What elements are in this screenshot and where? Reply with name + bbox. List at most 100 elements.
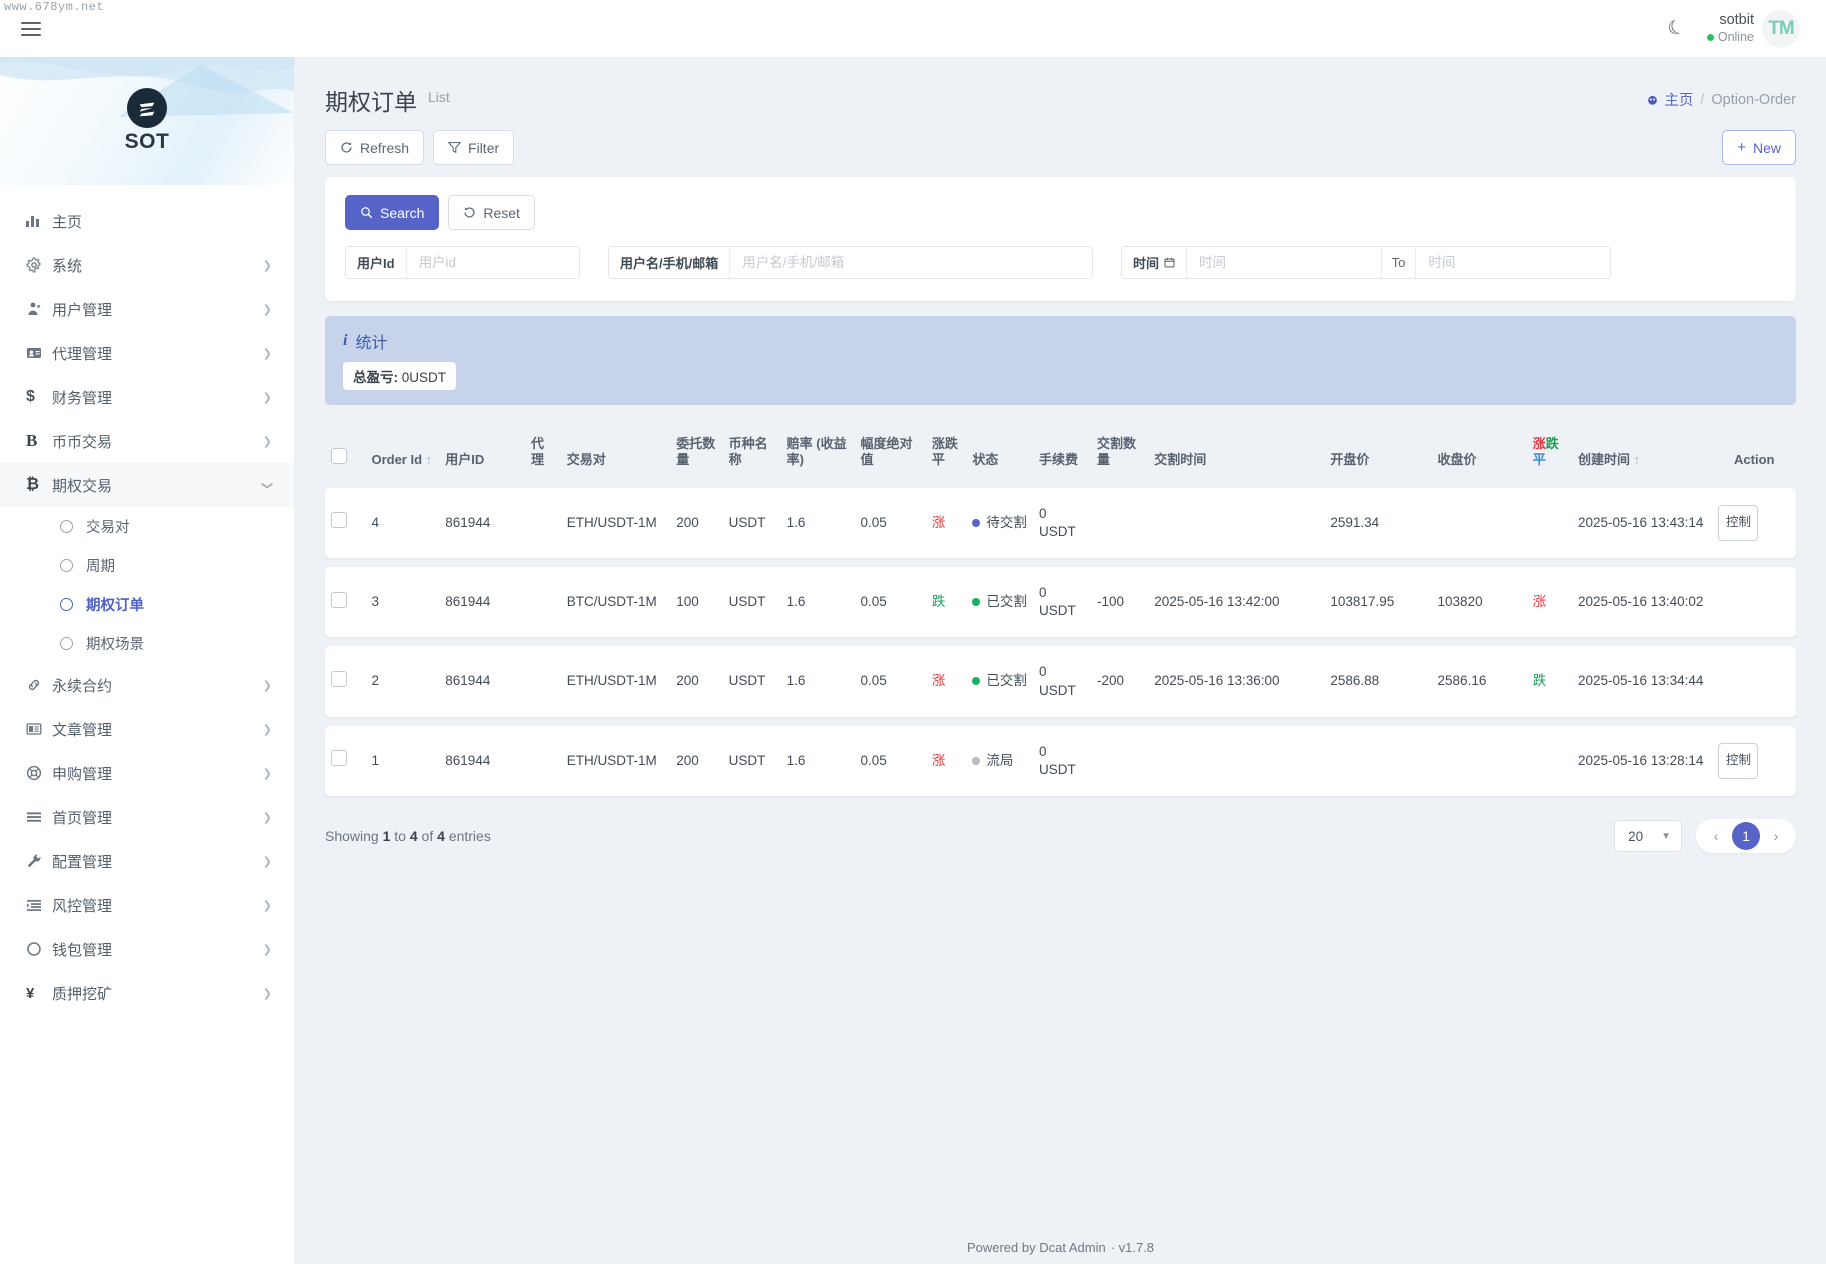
table-header-row: Order Id ↑ 用户ID 代理 交易对 委托数量 币种名称 赔率 (收益率… <box>325 436 1796 479</box>
sidebar-subitem-交易对[interactable]: 交易对 <box>0 507 294 546</box>
sidebar-item-系统[interactable]: 系统 ❯ <box>0 243 294 287</box>
menu-toggle-icon[interactable] <box>14 12 48 46</box>
th-select-all <box>325 436 365 479</box>
id-card-icon <box>26 345 52 361</box>
funnel-icon <box>448 142 462 154</box>
sidebar-item-质押挖矿[interactable]: ¥ 质押挖矿 ❯ <box>0 971 294 1015</box>
sidebar-item-label: 永续合约 <box>52 677 113 695</box>
time-to-input[interactable] <box>1416 247 1610 278</box>
circle-icon <box>26 941 52 957</box>
chevron-right-icon: ❯ <box>262 347 272 360</box>
sidebar-item-配置管理[interactable]: 配置管理 ❯ <box>0 839 294 883</box>
reset-button[interactable]: Reset <box>448 195 535 230</box>
sidebar-item-label: 主页 <box>52 213 83 231</box>
row-checkbox[interactable] <box>331 750 347 767</box>
cell-pair: ETH/USDT-1M <box>560 725 671 797</box>
userid-label: 用户Id <box>346 247 407 278</box>
sidebar-subitem-期权场景[interactable]: 期权场景 <box>0 624 294 663</box>
control-button[interactable]: 控制 <box>1718 743 1759 780</box>
per-page-select[interactable]: 20 ▼ <box>1614 820 1682 853</box>
sidebar-subitem-周期[interactable]: 周期 <box>0 546 294 585</box>
cell-open-price: 2591.34 <box>1324 487 1432 558</box>
status-dot-icon <box>972 677 981 686</box>
sidebar-item-财务管理[interactable]: $ 财务管理 ❯ <box>0 375 294 419</box>
refresh-icon <box>341 142 352 153</box>
refresh-button[interactable]: Refresh <box>325 130 425 165</box>
th-agent: 代理 <box>531 436 545 468</box>
th-order-id-label: Order Id <box>371 452 423 468</box>
cell-fee: 0 USDT <box>1033 487 1092 558</box>
select-all-checkbox[interactable] <box>331 448 347 465</box>
table-row[interactable]: 1 861944 ETH/USDT-1M 200 USDT 1.6 0.05 涨 流局 0 USD… <box>325 725 1796 797</box>
row-checkbox[interactable] <box>331 591 347 608</box>
filter-button[interactable]: Filter <box>433 130 515 165</box>
user-group-icon <box>26 301 52 317</box>
prev-page-button[interactable]: ‹ <box>1713 828 1719 844</box>
time-from-input[interactable] <box>1187 247 1381 278</box>
cell-settle-amount: -100 <box>1091 566 1149 638</box>
orders-table-wrapper: Order Id ↑ 用户ID 代理 交易对 委托数量 币种名称 赔率 (收益率… <box>325 427 1796 805</box>
sidebar-item-代理管理[interactable]: 代理管理 ❯ <box>0 331 294 375</box>
cell-amount: 100 <box>670 566 723 638</box>
th-create-time[interactable]: 创建时间 ↑ <box>1572 436 1712 479</box>
table-row[interactable]: 3 861944 BTC/USDT-1M 100 USDT 1.6 0.05 跌 已交割 0 US… <box>325 566 1796 638</box>
cell-abs-range: 0.05 <box>854 725 926 797</box>
table-footer: Showing 1 to 4 of 4 entries 20 ▼ ‹ 1 › <box>325 819 1796 854</box>
direction-badge: 跌 <box>931 594 946 610</box>
row-checkbox[interactable] <box>331 512 347 529</box>
cell-agent <box>525 646 561 717</box>
cell-pair: ETH/USDT-1M <box>560 487 671 558</box>
user-menu[interactable]: sotbit Online TM <box>1706 9 1800 48</box>
sidebar-subitem-期权订单[interactable]: 期权订单 <box>0 585 294 624</box>
row-checkbox[interactable] <box>331 670 347 687</box>
topbar-right-cluster: ☾ sotbit Online TM <box>1664 9 1800 48</box>
chevron-down-icon: ❯ <box>260 480 273 490</box>
sidebar-item-币币交易[interactable]: B 币币交易 ❯ <box>0 419 294 463</box>
table-row[interactable]: 4 861944 ETH/USDT-1M 200 USDT 1.6 0.05 涨 待交割 0 US… <box>325 487 1796 558</box>
search-button[interactable]: Search <box>345 195 440 230</box>
sidebar-item-label: 申购管理 <box>52 765 113 783</box>
status-dot-icon <box>972 598 981 607</box>
sidebar-item-用户管理[interactable]: 用户管理 ❯ <box>0 287 294 331</box>
sidebar-item-风控管理[interactable]: 风控管理 ❯ <box>0 883 294 927</box>
cell-coin: USDT <box>722 487 781 558</box>
control-button[interactable]: 控制 <box>1718 504 1759 541</box>
th-order-id[interactable]: Order Id ↑ <box>365 436 439 479</box>
sidebar-item-永续合约[interactable]: 永续合约 ❯ <box>0 663 294 707</box>
plus-icon: + <box>1737 139 1746 156</box>
cell-open-price: 2586.88 <box>1324 646 1432 717</box>
orders-table-head: Order Id ↑ 用户ID 代理 交易对 委托数量 币种名称 赔率 (收益率… <box>325 436 1796 479</box>
sidebar-menu: 主页 系统 ❯ 用户管理 ❯ 代理管理 ❯ $ 财务管理 ❯ <box>0 185 294 1015</box>
next-page-button[interactable]: › <box>1773 828 1779 844</box>
user-status: Online <box>1706 30 1754 45</box>
yen-icon: ¥ <box>26 984 35 1002</box>
sidebar-item-钱包管理[interactable]: 钱包管理 ❯ <box>0 927 294 971</box>
userid-input[interactable] <box>406 247 579 278</box>
sidebar-item-label: 系统 <box>52 257 83 275</box>
sidebar-item-申购管理[interactable]: 申购管理 ❯ <box>0 751 294 795</box>
sidebar-item-期权交易[interactable]: ₿ 期权交易 ❯ <box>0 463 294 507</box>
powered-by-link[interactable]: Powered by Dcat Admin <box>966 1239 1106 1255</box>
cell-amount: 200 <box>670 646 723 717</box>
dollar-icon: $ <box>26 388 35 405</box>
cell-pair: ETH/USDT-1M <box>560 646 671 717</box>
direction-badge: 涨 <box>931 514 946 530</box>
showing-to: 4 <box>409 828 418 845</box>
breadcrumb-home-link[interactable]: 主页 <box>1646 89 1693 110</box>
new-button[interactable]: + New <box>1722 130 1796 165</box>
cell-create-time: 2025-05-16 13:34:44 <box>1572 646 1713 717</box>
dark-mode-moon-icon[interactable]: ☾ <box>1664 15 1688 42</box>
sidebar-item-首页管理[interactable]: 首页管理 ❯ <box>0 795 294 839</box>
chevron-right-icon: ❯ <box>262 811 272 824</box>
table-row[interactable]: 2 861944 ETH/USDT-1M 200 USDT 1.6 0.05 涨 已交割 0 US… <box>325 646 1796 717</box>
user-input[interactable] <box>730 247 1092 278</box>
avatar[interactable]: TM <box>1762 9 1800 48</box>
sidebar-item-主页[interactable]: 主页 <box>0 199 294 243</box>
page-button-1[interactable]: 1 <box>1732 822 1760 851</box>
cell-order-id: 4 <box>365 487 440 558</box>
chevron-down-icon: ▼ <box>1661 830 1671 842</box>
cell-amount: 200 <box>670 725 723 797</box>
sidebar-item-文章管理[interactable]: 文章管理 ❯ <box>0 707 294 751</box>
direction-badge: 涨 <box>931 752 946 768</box>
sidebar-item-label: 钱包管理 <box>52 941 113 959</box>
